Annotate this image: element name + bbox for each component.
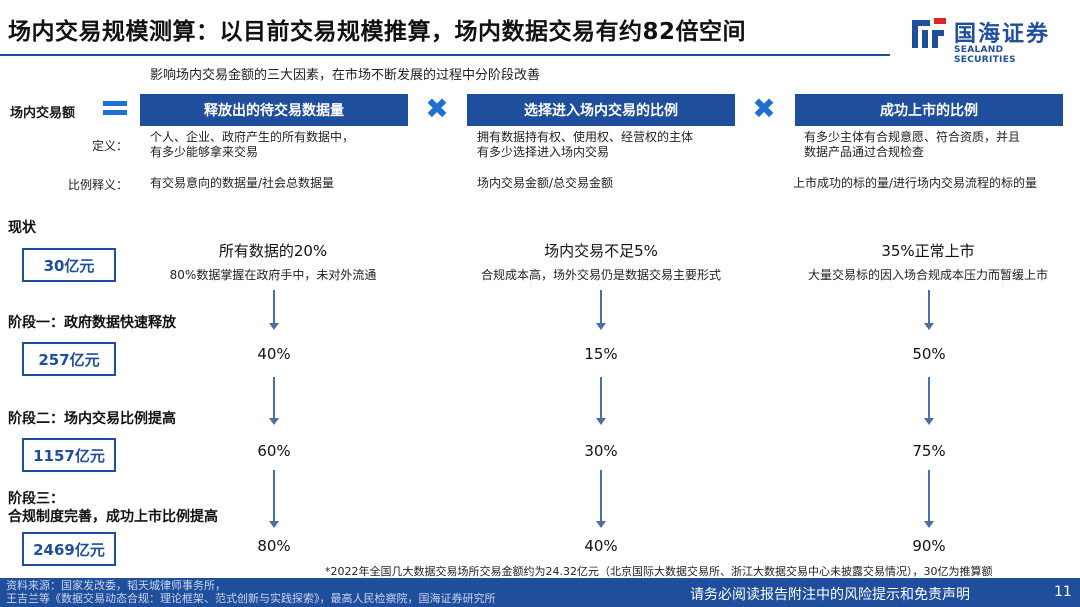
- status-desc-released-data: 80%数据掌握在政府手中，未对外流通: [169, 268, 377, 282]
- definition-line: 有多少选择进入场内交易: [477, 145, 610, 159]
- status-desc-onsite-ratio: 合规成本高，场外交易仍是数据交易主要形式: [480, 268, 721, 282]
- ratio-released-data: 有交易意向的数据量/社会总数据量: [150, 176, 335, 190]
- stage-two-pct-listing-ratio: 75%: [912, 442, 946, 460]
- ratio-onsite-ratio: 场内交易金额/总交易金额: [477, 176, 614, 190]
- stage-label-three-line2: 合规制度完善，成功上市比例提高: [8, 509, 218, 525]
- stage-one-pct-onsite-ratio: 15%: [584, 345, 618, 363]
- factor-header-onsite-ratio: 选择进入场内交易的比例: [467, 94, 735, 126]
- down-arrow-icon: [268, 377, 280, 425]
- status-title-released-data: 所有数据的20%: [218, 242, 328, 260]
- definition-onsite-ratio: 拥有数据持有权、使用权、经营权的主体 有多少选择进入场内交易: [477, 130, 693, 160]
- factor-header-listing-ratio: 成功上市的比例: [795, 94, 1063, 126]
- down-arrow-icon: [923, 470, 935, 528]
- definition-released-data: 个人、企业、政府产生的所有数据中， 有多少能够拿来交易: [150, 130, 354, 160]
- logo-english-name: SEALAND SECURITIES: [954, 45, 1016, 65]
- stage-two-pct-released-data: 60%: [257, 442, 291, 460]
- stage-value-current: 30亿元: [22, 248, 116, 282]
- footnote: *2022年全国几大数据交易场所交易金额约为24.32亿元（北京国际大数据交易所…: [325, 565, 993, 578]
- down-arrow-icon: [268, 290, 280, 330]
- stage-three-pct-listing-ratio: 90%: [912, 537, 946, 555]
- down-arrow-icon: [595, 470, 607, 528]
- definition-line: 拥有数据持有权、使用权、经营权的主体: [477, 130, 694, 144]
- page-number: 11: [1054, 584, 1072, 600]
- status-title-onsite-ratio: 场内交易不足5%: [544, 242, 658, 260]
- sealand-logo: 国海证券 SEALAND SECURITIES: [908, 14, 1068, 65]
- stage-one-pct-listing-ratio: 50%: [912, 345, 946, 363]
- stage-label-two: 阶段二：场内交易比例提高: [8, 411, 176, 427]
- stage-two-pct-onsite-ratio: 30%: [584, 442, 618, 460]
- page-title: 场内交易规模测算：以目前交易规模推算，场内数据交易有约82倍空间: [8, 19, 747, 45]
- footer-bar: 资料来源：国家发改委，韬天城律师事务所， 王吉兰等《数据交易动态合规：理论框架、…: [0, 578, 1080, 607]
- ratio-row-label: 比例释义：: [67, 178, 128, 192]
- ratio-listing-ratio: 上市成功的标的量/进行场内交易流程的标的量: [793, 176, 1038, 190]
- stage-one-pct-released-data: 40%: [257, 345, 291, 363]
- stage-label-three: 阶段三： 合规制度完善，成功上市比例提高: [8, 490, 218, 526]
- definition-row-label: 定义：: [91, 139, 128, 153]
- down-arrow-icon: [923, 290, 935, 330]
- sealand-logo-icon: [912, 18, 946, 48]
- definition-line: 有多少主体有合规意愿、符合资质，并且: [804, 130, 1021, 144]
- stage-value-two: 1157亿元: [22, 438, 116, 472]
- stage-three-pct-released-data: 80%: [257, 537, 291, 555]
- down-arrow-icon: [595, 290, 607, 330]
- stage-value-one: 257亿元: [22, 342, 116, 376]
- multiply-icon: ✖: [425, 92, 449, 125]
- status-title-listing-ratio: 35%正常上市: [881, 242, 975, 260]
- stage-value-three: 2469亿元: [22, 532, 116, 566]
- down-arrow-icon: [268, 470, 280, 528]
- footer-source-line: 资料来源：国家发改委，韬天城律师事务所，: [6, 579, 226, 592]
- definition-line: 有多少能够拿来交易: [150, 145, 259, 159]
- logo-chinese-name: 国海证券: [954, 22, 1051, 47]
- definition-line: 数据产品通过合规检查: [804, 145, 925, 159]
- stage-label-current: 现状: [8, 220, 36, 236]
- diagram-subtitle: 影响场内交易金额的三大因素，在市场不断发展的过程中分阶段改善: [150, 68, 541, 83]
- status-desc-listing-ratio: 大量交易标的因入场合规成本压力而暂缓上市: [807, 268, 1048, 282]
- stage-label-one: 阶段一：政府数据快速释放: [8, 315, 176, 331]
- definition-line: 个人、企业、政府产生的所有数据中，: [150, 130, 355, 144]
- equals-icon: [103, 101, 127, 119]
- stage-label-three-line1: 阶段三：: [8, 491, 64, 507]
- definition-listing-ratio: 有多少主体有合规意愿、符合资质，并且 数据产品通过合规检查: [804, 130, 1020, 160]
- footer-source-line: 王吉兰等《数据交易动态合规：理论框架、范式创新与实践探索》，最高人民检察院，国海…: [6, 592, 496, 605]
- footer-source: 资料来源：国家发改委，韬天城律师事务所， 王吉兰等《数据交易动态合规：理论框架、…: [6, 579, 496, 605]
- multiply-icon: ✖: [752, 92, 776, 125]
- equation-left-label: 场内交易额: [10, 106, 76, 121]
- factor-header-released-data: 释放出的待交易数据量: [140, 94, 408, 126]
- stage-three-pct-onsite-ratio: 40%: [584, 537, 618, 555]
- title-underline: [0, 54, 890, 56]
- down-arrow-icon: [923, 377, 935, 425]
- down-arrow-icon: [595, 377, 607, 425]
- footer-disclaimer: 请务必阅读报告附注中的风险提示和免责声明: [690, 587, 970, 603]
